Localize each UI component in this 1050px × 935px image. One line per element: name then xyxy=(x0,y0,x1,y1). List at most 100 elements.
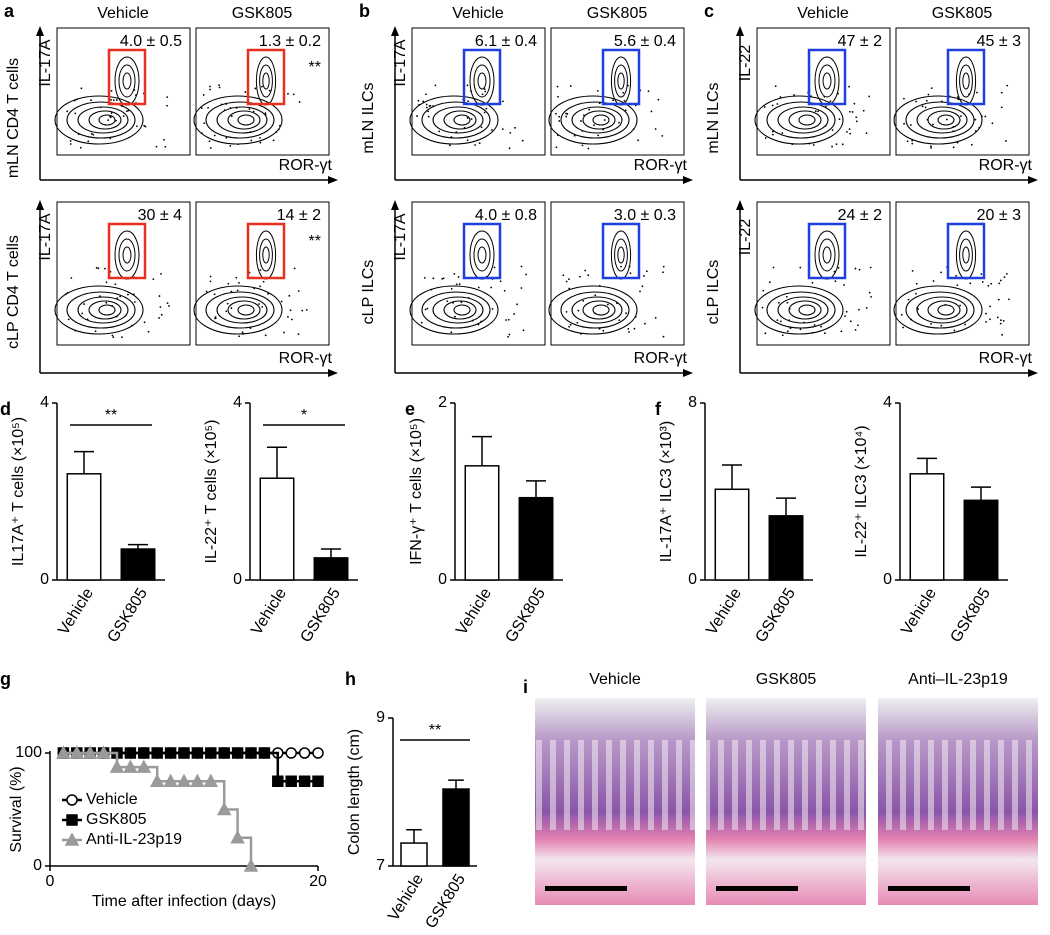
event-dot xyxy=(259,269,262,272)
column-header: Vehicle xyxy=(97,5,149,22)
event-dot xyxy=(225,310,228,313)
x-tick-label: GSK805 xyxy=(298,585,345,645)
arrowhead xyxy=(391,26,399,36)
contour xyxy=(937,114,955,126)
event-dot xyxy=(238,335,241,338)
contour xyxy=(916,296,968,324)
event-dot xyxy=(107,119,110,121)
event-dot xyxy=(911,269,914,272)
event-dot xyxy=(90,99,92,102)
event-dot xyxy=(166,96,169,99)
event-dot xyxy=(450,287,453,290)
event-dot xyxy=(248,108,251,111)
y-tick-label: 8 xyxy=(688,394,697,411)
event-dot xyxy=(999,279,1002,282)
event-dot xyxy=(287,316,289,318)
event-dot xyxy=(654,128,657,130)
event-dot xyxy=(820,325,822,328)
event-dot xyxy=(855,116,858,119)
contour xyxy=(98,304,116,316)
contour xyxy=(409,95,499,145)
event-dot xyxy=(1001,333,1004,336)
event-dot xyxy=(959,115,962,118)
x-tick-label: GSK805 xyxy=(423,871,470,931)
event-dot xyxy=(1000,106,1003,109)
population-label: cLP ILCs xyxy=(705,260,722,325)
event-dot xyxy=(930,323,932,325)
contour xyxy=(421,291,491,329)
event-dot xyxy=(817,110,819,113)
event-dot xyxy=(812,144,815,146)
event-dot xyxy=(597,134,600,137)
event-dot xyxy=(868,291,871,294)
contour xyxy=(122,246,132,264)
event-dot xyxy=(466,139,469,142)
event-dot xyxy=(764,332,767,335)
marker xyxy=(96,745,111,759)
contour xyxy=(66,291,136,329)
gate-value: 5.6 ± 0.4 xyxy=(614,33,676,50)
contour xyxy=(118,238,136,272)
marker xyxy=(272,775,284,787)
event-dot xyxy=(261,306,264,308)
event-dot xyxy=(849,320,852,323)
event-dot xyxy=(643,275,645,277)
event-dot xyxy=(209,88,212,91)
event-dot xyxy=(844,315,846,318)
crypt-texture xyxy=(878,740,1038,830)
event-dot xyxy=(793,94,796,96)
event-dot xyxy=(516,303,518,306)
contour xyxy=(962,72,970,90)
event-dot xyxy=(441,277,444,280)
event-dot xyxy=(202,94,205,96)
event-dot xyxy=(501,128,504,131)
contour xyxy=(766,291,836,329)
event-dot xyxy=(781,132,784,134)
contour xyxy=(453,114,471,126)
y-axis-label: IL17A⁺ T cells (×10⁵) xyxy=(10,417,27,566)
contour xyxy=(205,101,275,139)
contour xyxy=(822,72,832,90)
event-dot xyxy=(422,100,425,103)
marker xyxy=(82,745,98,759)
contour xyxy=(777,296,829,324)
event-dot xyxy=(654,317,657,319)
event-dot xyxy=(606,303,609,306)
marker-label: IL-17A xyxy=(37,39,54,86)
event-dot xyxy=(110,99,112,101)
event-dot xyxy=(280,300,283,303)
event-dot xyxy=(777,301,780,304)
event-dot xyxy=(521,139,524,142)
contour xyxy=(927,300,961,320)
marker xyxy=(149,773,165,787)
event-dot xyxy=(985,321,987,323)
y-tick-label: 0 xyxy=(33,857,42,874)
event-dot xyxy=(900,313,903,316)
contour xyxy=(798,304,816,316)
event-dot xyxy=(427,115,430,118)
event-dot xyxy=(289,309,292,312)
contour xyxy=(893,285,983,335)
contour xyxy=(193,285,283,335)
event-dot xyxy=(297,290,300,292)
event-dot xyxy=(426,307,429,310)
y-tick-label: 0 xyxy=(233,571,242,588)
event-dot xyxy=(840,330,843,333)
gate xyxy=(601,48,641,106)
y-tick-label: 0 xyxy=(688,571,697,588)
event-dot xyxy=(576,321,579,324)
event-dot xyxy=(268,89,271,92)
event-dot xyxy=(258,303,260,305)
arrowhead xyxy=(36,200,44,210)
contour xyxy=(259,64,273,98)
event-dot xyxy=(584,269,587,272)
contour xyxy=(592,304,610,316)
event-dot xyxy=(565,310,568,313)
event-dot xyxy=(114,283,117,286)
y-tick-label: 4 xyxy=(40,394,49,411)
event-dot xyxy=(903,122,905,125)
contour xyxy=(777,106,829,134)
event-dot xyxy=(168,305,170,307)
event-dot xyxy=(259,285,261,288)
event-dot xyxy=(305,309,308,311)
